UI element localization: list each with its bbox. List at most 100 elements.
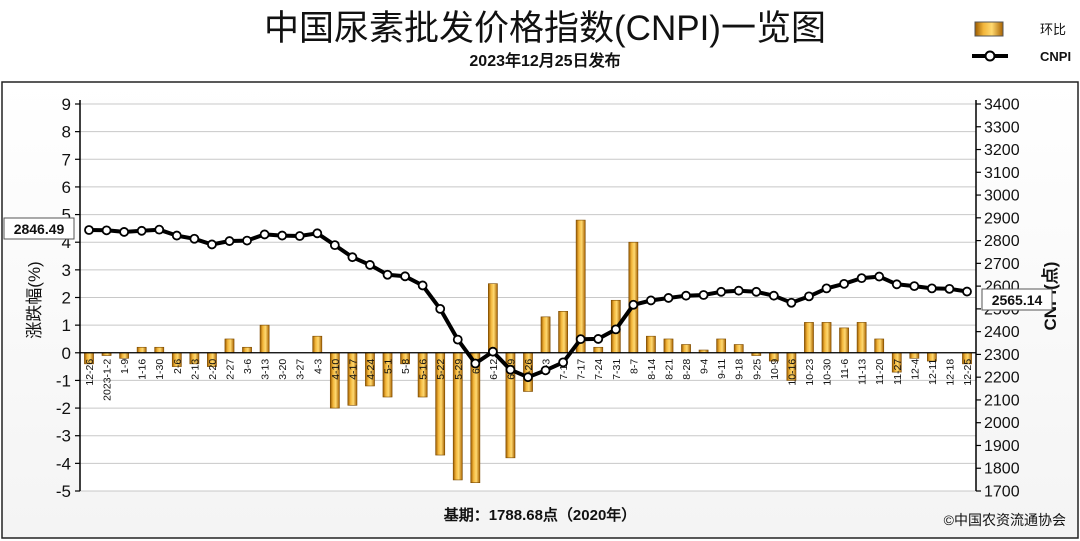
cnpi-point xyxy=(558,357,569,368)
right-tick-label: 3100 xyxy=(984,165,1020,182)
bar xyxy=(856,322,867,354)
left-tick-label: 0 xyxy=(62,344,71,363)
cnpi-point xyxy=(101,225,112,236)
x-tick-label: 3-20 xyxy=(277,359,289,380)
x-tick-label: 3-13 xyxy=(260,359,272,380)
x-tick-label: 5-8 xyxy=(400,359,412,374)
left-tick-label: 8 xyxy=(62,123,71,142)
legend-line-marker xyxy=(984,50,996,62)
left-tick-label: 3 xyxy=(62,261,71,280)
cnpi-point xyxy=(856,273,867,284)
cnpi-point xyxy=(136,225,147,236)
cnpi-point xyxy=(312,228,323,239)
x-tick-label: 4-24 xyxy=(365,359,377,380)
cnpi-point xyxy=(716,286,727,297)
left-tick-label: 7 xyxy=(62,150,71,169)
x-tick-label: 11-6 xyxy=(839,359,851,379)
x-tick-label: 9-4 xyxy=(699,359,711,374)
x-tick-label: 8-7 xyxy=(628,359,640,374)
start-value-label: 2846.49 xyxy=(14,221,65,237)
cnpi-point xyxy=(224,236,235,246)
cnpi-point xyxy=(786,297,797,308)
start-value-callout: 2846.49 xyxy=(3,217,75,240)
x-tick-label: 6-12 xyxy=(488,359,500,380)
cnpi-point xyxy=(610,324,621,335)
bar xyxy=(663,338,674,354)
cnpi-point xyxy=(119,227,130,237)
left-tick-label: -2 xyxy=(56,399,71,418)
bar xyxy=(681,344,691,354)
bar xyxy=(804,322,814,354)
x-tick-label: 9-18 xyxy=(734,359,746,380)
left-tick-label: -5 xyxy=(56,482,71,501)
cnpi-point xyxy=(804,291,814,302)
x-tick-label: 4-3 xyxy=(312,359,324,374)
end-value-label: 2565.14 xyxy=(992,292,1043,308)
cnpi-point xyxy=(698,290,709,300)
chart-title: 中国尿素批发价格指数(CNPI)一览图 xyxy=(264,9,826,48)
x-tick-label: 12-18 xyxy=(944,359,956,386)
left-tick-label: 5 xyxy=(62,206,71,225)
bar xyxy=(646,335,656,354)
x-tick-label: 1-30 xyxy=(154,359,166,380)
start-value-box xyxy=(3,217,75,240)
x-tick-label: 9-11 xyxy=(716,359,728,379)
bar xyxy=(593,346,604,354)
cnpi-point xyxy=(944,283,955,294)
bar xyxy=(874,338,885,354)
cnpi-point xyxy=(207,239,217,250)
x-tick-label: 7-24 xyxy=(593,359,605,380)
bar xyxy=(136,346,147,354)
cnpi-point xyxy=(487,346,498,357)
x-tick-label: 8-14 xyxy=(646,359,658,380)
x-tick-label: 2-6 xyxy=(172,359,184,374)
chart-subtitle: 2023年12月25日发布 xyxy=(469,51,620,70)
bar xyxy=(119,352,129,359)
x-tick-label: 12-25 xyxy=(962,359,974,386)
x-tick-label: 4-17 xyxy=(347,359,359,380)
x-tick-label: 5-22 xyxy=(435,359,447,380)
x-tick-label: 2-27 xyxy=(224,359,236,380)
x-tick-label: 5-16 xyxy=(418,359,430,380)
cnpi-point xyxy=(505,364,516,375)
base-period-note: 基期：1788.68点（2020年） xyxy=(443,506,637,524)
left-tick-label: 2 xyxy=(62,289,71,308)
left-tick-label: 6 xyxy=(62,178,71,197)
cnpi-point xyxy=(400,271,410,282)
right-tick-label: 2000 xyxy=(984,415,1020,432)
cnpi-point xyxy=(593,334,604,344)
cnpi-point xyxy=(821,283,832,294)
cnpi-point xyxy=(154,224,165,235)
x-tick-label: 9-25 xyxy=(751,359,763,380)
right-tick-label: 1800 xyxy=(984,461,1020,478)
cnpi-point xyxy=(417,280,428,291)
source-credit: ©中国农资流通协会 xyxy=(944,512,1066,528)
bar xyxy=(224,338,235,354)
x-tick-label: 10-30 xyxy=(822,359,834,386)
x-tick-label: 1-9 xyxy=(119,359,131,374)
legend: 环比 CNPI xyxy=(972,21,1071,64)
x-tick-label: 3-6 xyxy=(242,359,254,374)
cnpi-point xyxy=(733,285,744,296)
x-tick-label: 12-26 xyxy=(84,359,96,386)
x-tick-label: 8-28 xyxy=(681,359,693,380)
x-tick-label: 5-1 xyxy=(383,359,395,374)
cnpi-point xyxy=(523,372,533,383)
x-tick-label: 5-29 xyxy=(453,359,465,380)
cnpi-point xyxy=(452,334,463,345)
bar xyxy=(839,327,849,354)
right-tick-label: 1700 xyxy=(984,484,1020,501)
cnpi-point xyxy=(189,233,200,244)
right-axis: 3400330032003100300029002800270026002500… xyxy=(975,97,1020,501)
cnpi-point xyxy=(294,231,305,241)
right-tick-label: 3300 xyxy=(984,119,1020,136)
legend-bar-swatch xyxy=(974,21,1004,37)
bar xyxy=(242,346,252,354)
x-tick-label: 8-21 xyxy=(663,359,675,380)
right-tick-label: 2100 xyxy=(984,392,1020,409)
x-tick-label: 10-9 xyxy=(769,359,781,380)
right-tick-label: 2200 xyxy=(984,370,1020,387)
cnpi-point xyxy=(382,269,393,280)
x-tick-label: 1-16 xyxy=(137,359,149,380)
